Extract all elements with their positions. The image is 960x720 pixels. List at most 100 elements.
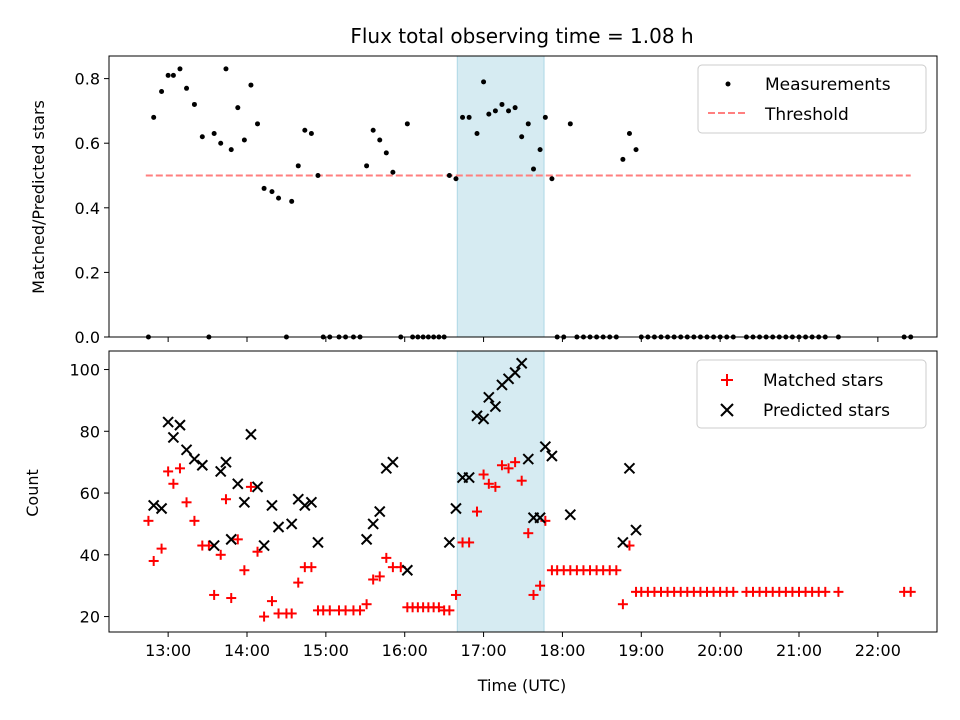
matched-star-point: [226, 593, 237, 604]
predicted-star-point: [305, 496, 318, 509]
measurement-point: [542, 114, 548, 120]
matched-star-point: [232, 534, 243, 545]
matched-star-point: [433, 602, 444, 613]
measurement-point: [211, 131, 217, 137]
predicted-star-point: [489, 400, 502, 413]
matched-star-point: [833, 586, 844, 597]
matched-star-point: [483, 478, 494, 489]
predicted-star-point: [196, 459, 209, 471]
measurement-point: [295, 163, 301, 169]
measurement-point: [261, 185, 267, 191]
y-tick-label: 0.0: [75, 328, 100, 347]
measurement-point: [308, 131, 314, 137]
measurement-point: [633, 147, 639, 153]
predicted-star-point: [546, 450, 558, 462]
measurement-point: [453, 176, 459, 182]
predicted-star-point: [539, 441, 552, 453]
measurement-point: [506, 108, 512, 114]
matched-star-point: [464, 537, 475, 548]
matched-star-point: [259, 611, 270, 622]
bottom-plot-marks: [143, 357, 916, 622]
matched-star-point: [293, 577, 304, 588]
y-tick-label: 40: [80, 546, 100, 565]
measurement-point: [218, 140, 224, 146]
measurement-point: [302, 127, 308, 133]
measurement-point: [626, 131, 632, 137]
predicted-star-point: [623, 462, 636, 475]
predicted-star-point: [174, 419, 186, 431]
predicted-star-point: [312, 536, 324, 549]
matched-star-point: [361, 599, 372, 610]
matched-star-point: [355, 605, 366, 616]
measurement-point: [519, 134, 525, 140]
measurement-point: [383, 150, 389, 156]
matched-star-point: [472, 506, 482, 517]
matched-star-point: [528, 589, 539, 600]
matched-star-point: [444, 605, 455, 616]
bottom-legend: Matched stars Predicted stars: [696, 359, 927, 429]
measurement-point: [255, 121, 261, 127]
predicted-star-point: [215, 465, 227, 478]
shaded-observing-span: [456, 350, 545, 633]
y-tick-label: 80: [80, 422, 100, 441]
measurement-point: [512, 105, 518, 111]
measurement-point: [492, 108, 498, 114]
predicted-star-point: [285, 518, 298, 530]
predicted-star-point: [522, 453, 534, 465]
matched-star-point: [189, 515, 200, 526]
measurement-point: [481, 79, 487, 85]
predicted-star-point: [477, 413, 490, 425]
measurement-point: [525, 121, 531, 127]
measurement-point: [567, 121, 573, 127]
x-tick-label: 14:00: [224, 641, 270, 660]
legend-predicted-label: Predicted stars: [763, 401, 890, 421]
x-tick-label: 22:00: [855, 641, 901, 660]
measurement-point: [235, 105, 241, 111]
predicted-star-point: [534, 512, 546, 524]
matched-star-point: [306, 562, 317, 573]
predicted-star-point: [483, 391, 495, 404]
predicted-star-point: [564, 508, 577, 521]
predicted-star-point: [232, 478, 244, 490]
y-tick-label: 0.4: [75, 199, 100, 218]
matched-star-point: [239, 565, 250, 576]
predicted-star-point: [617, 536, 629, 549]
predicted-star-point: [180, 444, 193, 456]
legend-measurements-marker: [725, 81, 731, 87]
measurement-point: [276, 195, 282, 201]
predicted-star-point: [155, 502, 168, 515]
matched-star-point: [252, 546, 263, 557]
predicted-star-point: [515, 357, 528, 370]
legend-matched-marker: [721, 374, 733, 386]
x-tick-label: 17:00: [461, 641, 507, 660]
bottom-panel: 20 40 60 80 100 13:00 14:00 15:00 16:00 17:00 18:0…: [23, 350, 938, 695]
predicted-star-point: [238, 496, 251, 509]
chart-title: Flux total observing time = 1.08 h: [350, 24, 693, 48]
predicted-star-point: [251, 481, 264, 493]
measurement-point: [165, 72, 171, 78]
measurement-point: [499, 101, 505, 107]
matched-star-point: [266, 596, 277, 607]
x-tick-label: 19:00: [618, 641, 664, 660]
matched-star-point: [245, 481, 256, 492]
x-axis-label: Time (UTC): [477, 676, 566, 695]
y-tick-label: 0.2: [75, 263, 100, 282]
predicted-star-point: [443, 536, 456, 549]
measurement-point: [228, 147, 234, 153]
measurement-point: [241, 137, 247, 143]
x-tick-label: 21:00: [776, 641, 822, 660]
predicted-star-point: [367, 518, 379, 530]
legend-threshold-label: Threshold: [764, 105, 849, 125]
x-tick-label: 20:00: [697, 641, 743, 660]
measurement-point: [390, 169, 396, 175]
matched-star-point: [496, 460, 507, 471]
predicted-star-point: [360, 533, 373, 546]
predicted-star-point: [299, 499, 311, 512]
y-tick-label: 100: [69, 361, 100, 380]
predicted-star-point: [272, 521, 285, 533]
measurement-point: [159, 89, 165, 95]
matched-star-point: [516, 475, 527, 486]
top-axes-frame: [108, 55, 938, 338]
y-tick-label: 60: [80, 484, 100, 503]
